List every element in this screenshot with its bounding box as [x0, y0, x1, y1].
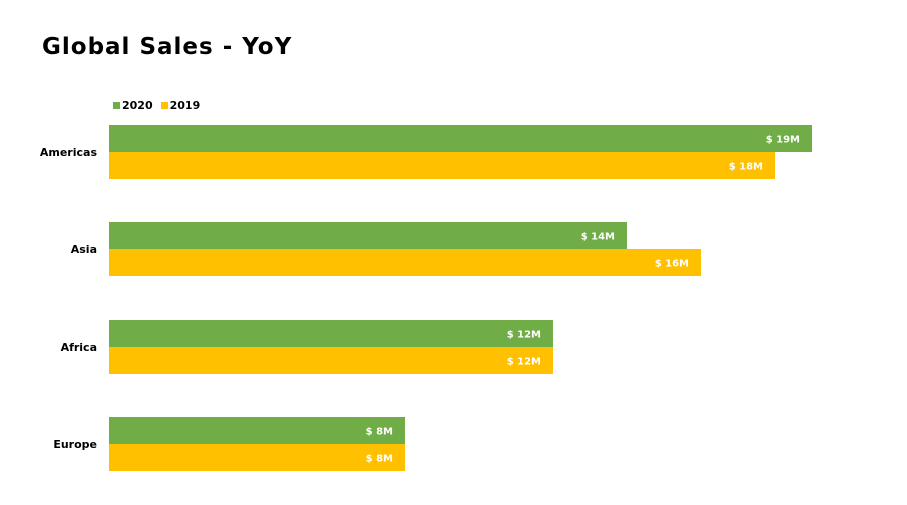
- bar-2019-americas: [109, 152, 775, 179]
- category-label-europe: Europe: [53, 438, 97, 451]
- data-label-2020-americas: $ 19M: [766, 135, 800, 146]
- data-label-2020-europe: $ 8M: [366, 427, 393, 438]
- legend-item-2020: 2020: [113, 99, 153, 112]
- data-label-2019-asia: $ 16M: [655, 259, 689, 270]
- category-label-africa: Africa: [61, 341, 97, 354]
- bar-2019-africa: [109, 347, 553, 374]
- legend: 2020 2019: [113, 99, 208, 112]
- bar-2020-asia: [109, 222, 627, 249]
- data-label-2020-africa: $ 12M: [507, 330, 541, 341]
- legend-swatch-2020: [113, 102, 120, 109]
- data-label-2020-asia: $ 14M: [581, 232, 615, 243]
- data-label-2019-americas: $ 18M: [729, 162, 763, 173]
- bar-2020-americas: [109, 125, 812, 152]
- category-label-asia: Asia: [71, 243, 97, 256]
- legend-swatch-2019: [160, 102, 168, 109]
- legend-label-2020: 2020: [122, 99, 153, 112]
- data-label-2019-africa: $ 12M: [507, 357, 541, 368]
- legend-item-2019: 2019: [160, 99, 201, 112]
- bar-2020-africa: [109, 320, 553, 347]
- data-label-2019-europe: $ 8M: [366, 454, 393, 465]
- bar-2020-europe: [109, 417, 405, 444]
- chart-title: Global Sales - YoY: [42, 34, 293, 60]
- legend-label-2019: 2019: [169, 99, 201, 112]
- category-label-americas: Americas: [40, 146, 98, 159]
- bar-2019-asia: [109, 249, 701, 276]
- bar-2019-europe: [109, 444, 405, 471]
